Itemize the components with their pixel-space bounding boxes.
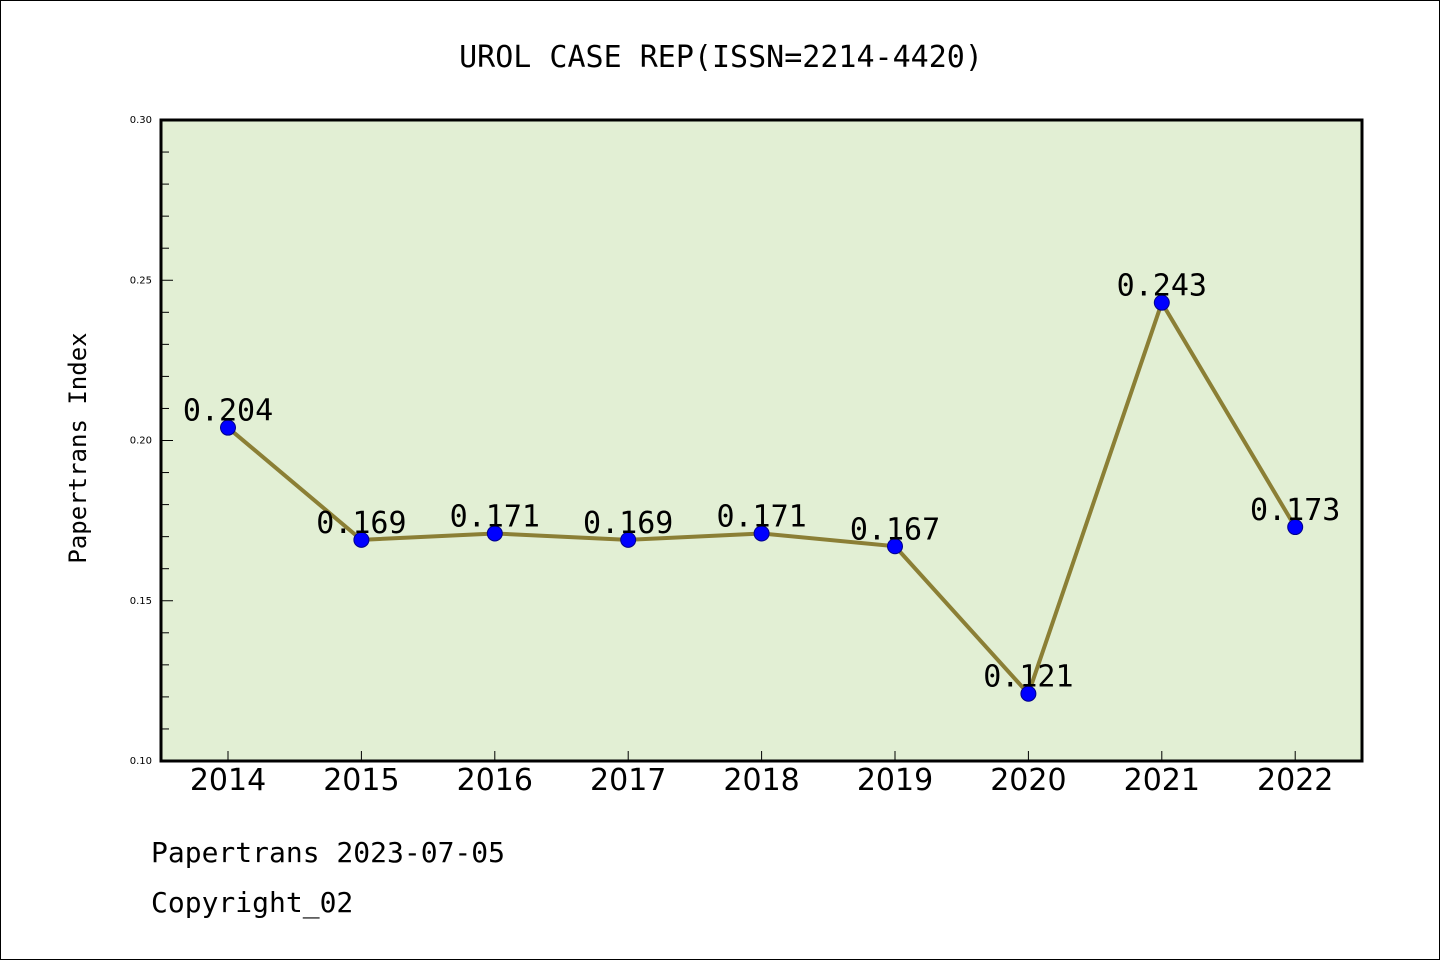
x-tick-label: 2020 xyxy=(990,763,1066,798)
x-axis: 2014 2015 2016 2017 2018 2019 2020 2021 2022 xyxy=(190,751,1333,798)
data-point xyxy=(887,538,903,555)
data-label: 0.169 xyxy=(316,506,406,541)
x-tick-label: 2016 xyxy=(457,763,533,798)
y-tick-label: 0.10 xyxy=(130,756,152,767)
x-tick-label: 2017 xyxy=(590,763,666,798)
data-label: 0.204 xyxy=(183,394,273,429)
plot-area xyxy=(161,120,1362,761)
footer-date: Papertrans 2023-07-05 xyxy=(151,836,506,869)
plot-border xyxy=(159,118,1364,763)
footer-copyright: Copyright_02 xyxy=(151,886,354,919)
data-point xyxy=(1020,685,1037,702)
data-point xyxy=(353,531,370,548)
x-tick-label: 2021 xyxy=(1124,763,1200,798)
data-label: 0.121 xyxy=(983,660,1073,695)
x-tick-label: 2014 xyxy=(190,763,266,798)
data-label: 0.173 xyxy=(1250,493,1340,528)
data-point xyxy=(1287,519,1304,536)
data-point xyxy=(220,419,236,436)
data-label: 0.169 xyxy=(583,506,673,541)
x-tick-label: 2018 xyxy=(723,763,799,798)
data-label: 0.243 xyxy=(1117,269,1207,304)
x-tick-label: 2022 xyxy=(1257,763,1333,798)
data-point xyxy=(753,525,770,542)
y-tick-label: 0.25 xyxy=(130,275,152,286)
data-label: 0.167 xyxy=(850,512,940,547)
x-tick-label: 2019 xyxy=(857,763,933,798)
y-tick-label: 0.30 xyxy=(130,115,152,126)
data-labels: 0.204 0.169 0.171 0.169 0.171 0.167 0.121 0.243… xyxy=(183,269,1341,695)
data-label: 0.171 xyxy=(716,499,806,534)
data-point xyxy=(620,531,637,548)
data-markers xyxy=(220,294,1304,702)
data-point xyxy=(1153,294,1170,311)
y-axis-label: Papertrans Index xyxy=(64,332,92,563)
data-point xyxy=(486,525,503,542)
data-label: 0.171 xyxy=(450,499,540,534)
y-tick-label: 0.20 xyxy=(130,436,152,447)
x-tick-label: 2015 xyxy=(323,763,399,798)
y-tick-label: 0.15 xyxy=(130,596,152,607)
chart-title: UROL CASE REP(ISSN=2214-4420) xyxy=(459,40,983,75)
